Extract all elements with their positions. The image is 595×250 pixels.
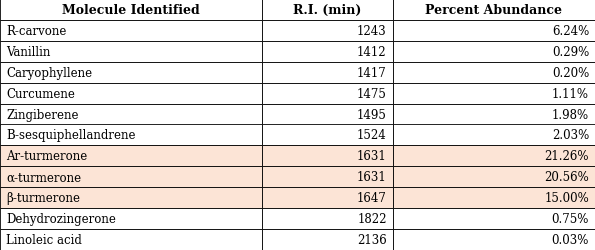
- Bar: [393, 62, 595, 83]
- Text: R.I. (min): R.I. (min): [293, 4, 361, 17]
- Bar: [0, 208, 262, 229]
- Bar: [393, 125, 595, 146]
- Bar: [0, 62, 262, 83]
- Text: 1647: 1647: [357, 192, 387, 204]
- Text: 1.98%: 1.98%: [552, 108, 589, 121]
- Bar: [262, 83, 393, 104]
- Bar: [393, 21, 595, 42]
- Bar: [0, 188, 262, 208]
- Text: 0.29%: 0.29%: [552, 46, 589, 59]
- Text: Zingiberene: Zingiberene: [6, 108, 79, 121]
- Text: 1.11%: 1.11%: [552, 87, 589, 100]
- Text: 21.26%: 21.26%: [544, 150, 589, 163]
- Text: 1631: 1631: [357, 170, 387, 183]
- Bar: [393, 83, 595, 104]
- Text: Caryophyllene: Caryophyllene: [6, 66, 92, 80]
- Bar: [262, 167, 393, 188]
- Bar: [0, 104, 262, 125]
- Bar: [0, 125, 262, 146]
- Text: Linoleic acid: Linoleic acid: [6, 233, 82, 246]
- Bar: [262, 188, 393, 208]
- Bar: [262, 21, 393, 42]
- Text: 1524: 1524: [357, 129, 387, 142]
- Text: 0.03%: 0.03%: [552, 233, 589, 246]
- Text: Molecule Identified: Molecule Identified: [62, 4, 200, 17]
- Bar: [0, 83, 262, 104]
- Bar: [0, 42, 262, 62]
- Text: Dehydrozingerone: Dehydrozingerone: [6, 212, 116, 225]
- Bar: [262, 42, 393, 62]
- Bar: [262, 208, 393, 229]
- Bar: [262, 104, 393, 125]
- Bar: [393, 104, 595, 125]
- Bar: [393, 0, 595, 21]
- Text: 1243: 1243: [357, 25, 387, 38]
- Text: 1631: 1631: [357, 150, 387, 163]
- Text: 15.00%: 15.00%: [544, 192, 589, 204]
- Bar: [393, 42, 595, 62]
- Text: B-sesquiphellandrene: B-sesquiphellandrene: [6, 129, 136, 142]
- Text: Vanillin: Vanillin: [6, 46, 51, 59]
- Text: α-turmerone: α-turmerone: [6, 170, 81, 183]
- Text: 1412: 1412: [357, 46, 387, 59]
- Text: Percent Abundance: Percent Abundance: [425, 4, 562, 17]
- Bar: [393, 146, 595, 167]
- Bar: [393, 208, 595, 229]
- Bar: [262, 125, 393, 146]
- Text: 0.20%: 0.20%: [552, 66, 589, 80]
- Text: 1475: 1475: [357, 87, 387, 100]
- Bar: [0, 229, 262, 250]
- Text: 2.03%: 2.03%: [552, 129, 589, 142]
- Bar: [393, 188, 595, 208]
- Bar: [262, 0, 393, 21]
- Text: 2136: 2136: [357, 233, 387, 246]
- Bar: [0, 146, 262, 167]
- Bar: [262, 229, 393, 250]
- Text: Curcumene: Curcumene: [6, 87, 75, 100]
- Text: 1822: 1822: [357, 212, 387, 225]
- Text: 1495: 1495: [357, 108, 387, 121]
- Bar: [262, 62, 393, 83]
- Bar: [393, 229, 595, 250]
- Bar: [393, 167, 595, 188]
- Text: 1417: 1417: [357, 66, 387, 80]
- Bar: [0, 21, 262, 42]
- Text: R-carvone: R-carvone: [6, 25, 66, 38]
- Text: 0.75%: 0.75%: [552, 212, 589, 225]
- Text: 20.56%: 20.56%: [544, 170, 589, 183]
- Text: β-turmerone: β-turmerone: [6, 192, 80, 204]
- Text: Ar-turmerone: Ar-turmerone: [6, 150, 87, 163]
- Bar: [0, 0, 262, 21]
- Bar: [262, 146, 393, 167]
- Text: 6.24%: 6.24%: [552, 25, 589, 38]
- Bar: [0, 167, 262, 188]
